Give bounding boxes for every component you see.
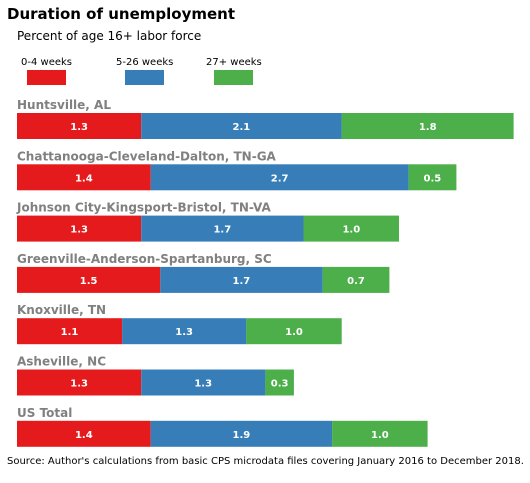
bar-row-greenville-anderson-spartanburg-sc: Greenville-Anderson-Spartanburg, SC 1.5 1.… <box>17 252 390 293</box>
legend-label-27-weeks: 27+ weeks <box>206 57 262 68</box>
category-label: Chattanooga-Cleveland-Dalton, TN-GA <box>17 149 277 163</box>
bar-segment-0-4-weeks <box>17 318 123 345</box>
bar-rows: Huntsville, AL 1.3 2.1 1.8 Chattanooga-Cleve… <box>16 98 514 447</box>
bar-segment-5-26-weeks <box>141 215 304 242</box>
bar-segment-0-4-weeks <box>17 369 142 396</box>
bar-segment-27-weeks <box>246 318 342 345</box>
legend-swatch-5-26-weeks <box>125 70 164 85</box>
legend-swatch-0-4-weeks <box>27 70 66 85</box>
category-label: Huntsville, AL <box>17 98 111 112</box>
bar-segment-0-4-weeks <box>17 420 151 447</box>
bar-segment-5-26-weeks <box>160 266 323 293</box>
bar-segment-0-4-weeks <box>17 113 142 139</box>
category-label: Johnson City-Kingsport-Bristol, TN-VA <box>16 201 271 215</box>
data-label: 1.0 <box>342 225 360 236</box>
bar-row-huntsville-al: Huntsville, AL 1.3 2.1 1.8 <box>17 98 514 139</box>
bar-segment-5-26-weeks <box>141 113 342 139</box>
data-label: 2.7 <box>271 173 289 184</box>
category-label: Asheville, NC <box>17 355 106 369</box>
bar-segment-27-weeks <box>408 164 457 191</box>
bar-row-chattanooga-cleveland-dalton-tn-ga: Chattanooga-Cleveland-Dalton, TN-GA 1.4 2.… <box>17 149 457 191</box>
legend: 0-4 weeks 5-26 weeks 27+ weeks <box>21 57 262 85</box>
legend-swatch-27-weeks <box>214 70 253 85</box>
bar-segment-27-weeks <box>303 215 399 242</box>
bar-segment-5-26-weeks <box>150 420 333 447</box>
data-label: 1.3 <box>175 327 193 338</box>
data-label: 1.4 <box>75 173 93 184</box>
data-label: 1.4 <box>75 430 93 441</box>
data-label: 0.7 <box>347 276 365 287</box>
chart-title: Duration of unemployment <box>7 5 235 23</box>
data-label: 1.3 <box>70 225 88 236</box>
source-note: Source: Author's calculations from basic… <box>7 456 524 467</box>
bar-segment-5-26-weeks <box>141 369 266 396</box>
data-label: 1.1 <box>61 327 79 338</box>
data-label: 1.0 <box>371 430 389 441</box>
bar-segment-0-4-weeks <box>17 164 151 191</box>
bar-segment-5-26-weeks <box>122 318 247 345</box>
bar-segment-27-weeks <box>332 420 428 447</box>
bar-row-johnson-city-kingsport-bristol-tn-va: Johnson City-Kingsport-Bristol, TN-VA 1.3… <box>16 201 399 242</box>
data-label: 1.9 <box>233 430 251 441</box>
bar-segment-27-weeks <box>341 113 514 139</box>
data-label: 1.3 <box>70 379 88 390</box>
data-label: 1.3 <box>194 379 212 390</box>
bar-segment-0-4-weeks <box>17 215 142 242</box>
category-label: Greenville-Anderson-Spartanburg, SC <box>17 252 272 266</box>
data-label: 1.0 <box>285 327 303 338</box>
data-label: 0.3 <box>271 379 289 390</box>
legend-label-0-4-weeks: 0-4 weeks <box>21 57 72 68</box>
bar-row-knoxville-tn: Knoxville, TN 1.1 1.3 1.0 <box>17 303 342 345</box>
data-label: 1.8 <box>419 122 437 133</box>
bar-row-asheville-nc: Asheville, NC 1.3 1.3 0.3 <box>17 355 294 396</box>
bar-segment-27-weeks <box>322 266 390 293</box>
chart-subtitle: Percent of age 16+ labor force <box>17 29 201 43</box>
bar-segment-0-4-weeks <box>17 266 161 293</box>
data-label: 1.3 <box>70 122 88 133</box>
data-label: 1.5 <box>80 276 98 287</box>
data-label: 1.7 <box>233 276 251 287</box>
legend-label-5-26-weeks: 5-26 weeks <box>116 57 173 68</box>
category-label: Knoxville, TN <box>17 303 106 317</box>
bar-segment-27-weeks <box>265 369 294 396</box>
data-label: 0.5 <box>424 173 442 184</box>
bar-segment-5-26-weeks <box>150 164 409 191</box>
category-label: US Total <box>17 406 72 420</box>
data-label: 2.1 <box>233 122 251 133</box>
data-label: 1.7 <box>213 225 231 236</box>
